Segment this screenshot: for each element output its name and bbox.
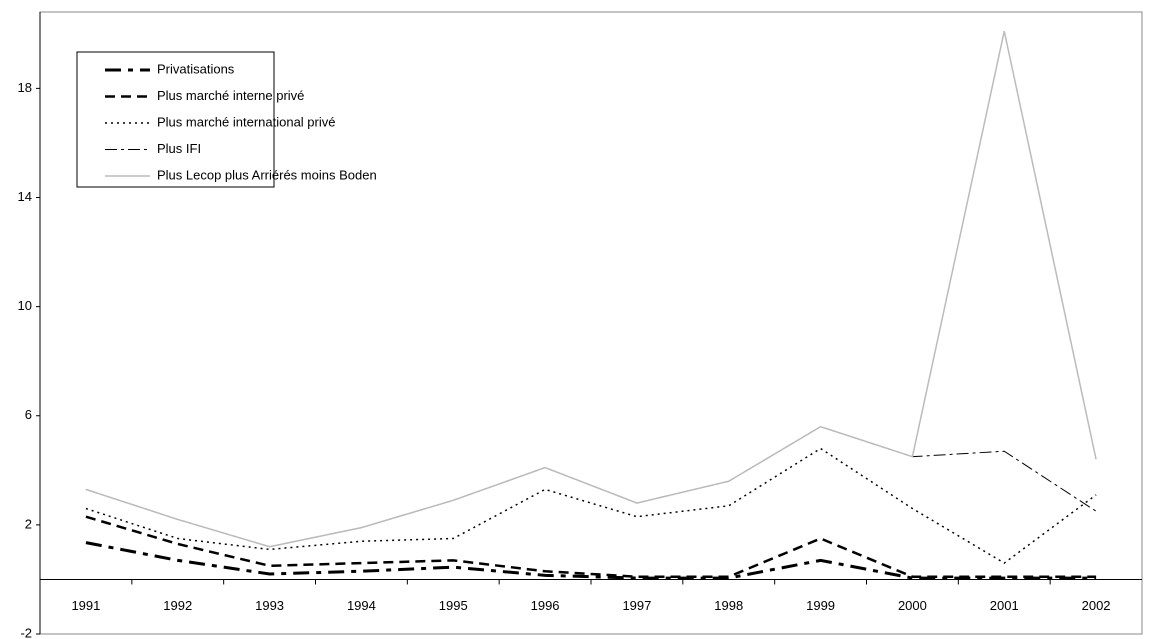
- series-line: [85, 447, 1097, 564]
- series-line: [85, 426, 1097, 548]
- x-tick-label: 2000: [898, 598, 927, 613]
- x-tick-label: 1993: [255, 598, 284, 613]
- legend-box: [76, 51, 275, 188]
- x-tick-label: 1999: [806, 598, 835, 613]
- series-line: [85, 541, 1097, 580]
- y-tick-label: 18: [18, 80, 32, 95]
- legend-label: Plus IFI: [157, 141, 201, 156]
- x-tick-label: 2001: [990, 598, 1019, 613]
- y-tick-label: 10: [18, 298, 32, 313]
- y-tick-label: 14: [18, 189, 32, 204]
- x-tick-label: 1992: [163, 598, 192, 613]
- x-tick-label: 1998: [714, 598, 743, 613]
- x-tick-label: 2002: [1082, 598, 1111, 613]
- x-tick-label: 1995: [439, 598, 468, 613]
- legend-label: Plus marché international privé: [157, 114, 335, 129]
- x-tick-label: 1994: [347, 598, 376, 613]
- series-line: [85, 30, 1097, 548]
- x-tick-label: 1996: [531, 598, 560, 613]
- x-tick-label: 1997: [622, 598, 651, 613]
- legend-label: Plus marché interne privé: [157, 88, 304, 103]
- y-tick-label: 2: [25, 516, 32, 531]
- y-tick-label: -2: [20, 625, 32, 639]
- legend-label: Privatisations: [157, 61, 235, 76]
- series-line: [85, 515, 1097, 578]
- legend-label: Plus Lecop plus Arriérés moins Boden: [157, 167, 377, 182]
- legend: [76, 51, 275, 188]
- y-tick-label: 6: [25, 407, 32, 422]
- x-tick-label: 1991: [71, 598, 100, 613]
